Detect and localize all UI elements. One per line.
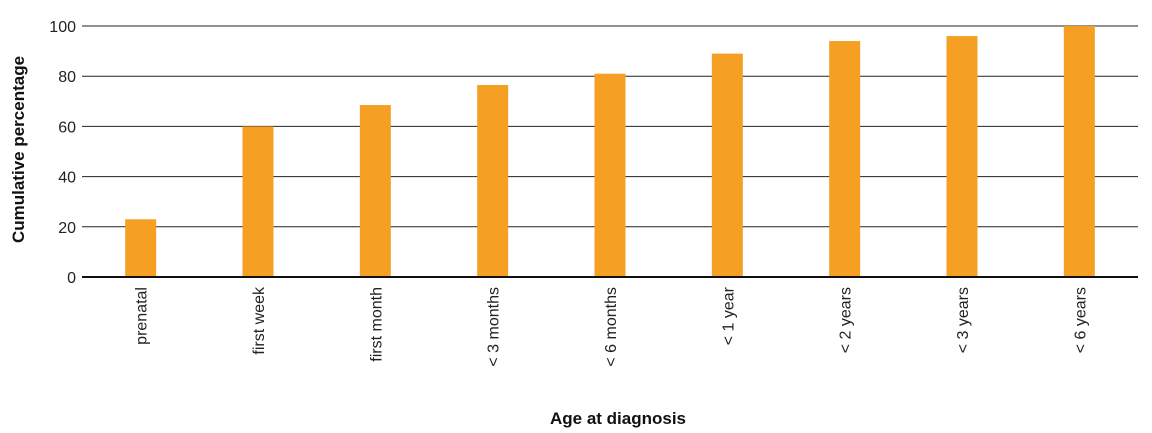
bar <box>946 36 978 277</box>
bars <box>125 26 1095 278</box>
bar <box>125 219 157 277</box>
x-tick-label: < 3 months <box>486 287 503 367</box>
x-tick-label: < 1 year <box>720 286 737 345</box>
x-tick-label: < 6 years <box>1072 287 1089 353</box>
x-axis-ticks: prenatal first week first month < 3 months <… <box>134 286 1090 367</box>
x-tick-label: < 2 years <box>838 287 855 353</box>
bar <box>477 84 509 277</box>
y-tick-label: 0 <box>67 270 76 287</box>
bar <box>359 105 391 277</box>
bar <box>1063 26 1095 277</box>
x-tick-label: < 3 years <box>955 287 972 353</box>
x-axis-title: Age at diagnosis <box>550 409 686 428</box>
bar <box>711 53 743 277</box>
y-tick-label: 100 <box>49 19 76 36</box>
bar <box>829 41 861 278</box>
y-tick-label: 80 <box>58 69 76 86</box>
y-tick-label: 40 <box>58 170 76 187</box>
bar <box>594 73 626 277</box>
y-tick-label: 60 <box>58 119 76 136</box>
x-tick-label: < 6 months <box>603 287 620 367</box>
y-axis-title: Cumulative percentage <box>9 56 28 243</box>
x-tick-label: first week <box>251 286 268 355</box>
y-tick-label: 20 <box>58 220 76 237</box>
x-tick-label: first month <box>368 287 385 362</box>
x-tick-label: prenatal <box>134 287 151 345</box>
y-axis-ticks: 0 20 40 60 80 100 <box>49 19 76 287</box>
bar <box>242 126 274 278</box>
